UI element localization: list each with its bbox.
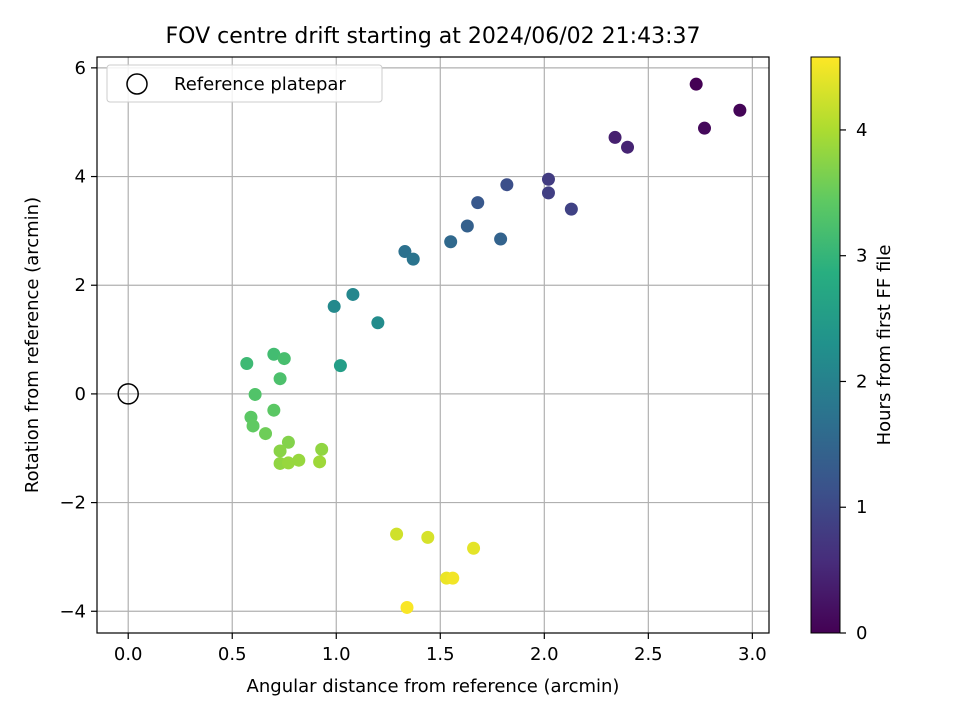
colorbar-tick-label: 0 bbox=[856, 623, 867, 644]
data-point bbox=[371, 316, 384, 329]
data-point bbox=[494, 233, 507, 246]
data-point bbox=[621, 141, 634, 154]
x-tick-label: 2.0 bbox=[530, 644, 559, 665]
data-point bbox=[328, 300, 341, 313]
data-point bbox=[278, 352, 291, 365]
x-tick-label: 2.5 bbox=[634, 644, 663, 665]
data-points bbox=[118, 78, 746, 614]
data-point bbox=[461, 219, 474, 232]
colorbar-tick-label: 3 bbox=[856, 246, 867, 267]
data-point bbox=[267, 404, 280, 417]
data-point bbox=[467, 542, 480, 555]
y-tick-label: 2 bbox=[75, 275, 86, 296]
y-tick-label: −4 bbox=[59, 601, 86, 622]
legend: Reference platepar bbox=[107, 65, 382, 102]
data-point bbox=[315, 443, 328, 456]
data-point bbox=[698, 122, 711, 135]
data-point bbox=[609, 131, 622, 144]
data-point bbox=[334, 359, 347, 372]
colorbar-tick-label: 2 bbox=[856, 371, 867, 392]
x-tick-label: 0.0 bbox=[114, 644, 143, 665]
x-tick-label: 0.5 bbox=[218, 644, 247, 665]
data-point bbox=[313, 455, 326, 468]
y-tick-label: 0 bbox=[75, 384, 86, 405]
colorbar-gradient bbox=[811, 57, 840, 633]
y-axis-ticks: −4 −2 0 2 4 6 bbox=[59, 58, 97, 622]
data-point bbox=[444, 235, 457, 248]
x-tick-label: 3.0 bbox=[738, 644, 767, 665]
data-point bbox=[500, 178, 513, 191]
data-point bbox=[292, 454, 305, 467]
data-point bbox=[542, 186, 555, 199]
legend-entry-reference-platepar: Reference platepar bbox=[174, 74, 346, 95]
colorbar-ticks: 0 1 2 3 4 bbox=[840, 120, 867, 644]
data-point bbox=[346, 288, 359, 301]
y-tick-label: 6 bbox=[75, 58, 86, 79]
data-point bbox=[471, 196, 484, 209]
grid-lines bbox=[97, 57, 769, 633]
data-point bbox=[240, 357, 253, 370]
data-point bbox=[421, 531, 434, 544]
data-point bbox=[690, 78, 703, 91]
data-point bbox=[247, 419, 260, 432]
data-point bbox=[259, 427, 272, 440]
data-point bbox=[446, 572, 459, 585]
data-point bbox=[400, 601, 413, 614]
colorbar-tick-label: 4 bbox=[856, 120, 867, 141]
y-tick-label: 4 bbox=[75, 167, 86, 188]
data-point bbox=[274, 372, 287, 385]
y-axis-label: Rotation from reference (arcmin) bbox=[22, 197, 43, 493]
data-point bbox=[565, 203, 578, 216]
data-point bbox=[249, 388, 262, 401]
drift-scatter-chart: FOV centre drift starting at 2024/06/02 … bbox=[0, 0, 960, 720]
data-point bbox=[542, 173, 555, 186]
data-point bbox=[274, 444, 287, 457]
data-point bbox=[390, 528, 403, 541]
data-point bbox=[733, 104, 746, 117]
x-tick-label: 1.0 bbox=[322, 644, 351, 665]
plot-frame bbox=[97, 57, 769, 633]
chart-title: FOV centre drift starting at 2024/06/02 … bbox=[166, 24, 701, 49]
y-tick-label: −2 bbox=[59, 493, 86, 514]
colorbar-label: Hours from first FF file bbox=[874, 245, 895, 446]
data-point bbox=[407, 253, 420, 266]
x-tick-label: 1.5 bbox=[426, 644, 455, 665]
colorbar-tick-label: 1 bbox=[856, 497, 867, 518]
x-axis-ticks: 0.0 0.5 1.0 1.5 2.0 2.5 3.0 bbox=[114, 633, 767, 665]
x-axis-label: Angular distance from reference (arcmin) bbox=[247, 676, 620, 697]
colorbar: 0 1 2 3 4 Hours from first FF file bbox=[811, 57, 895, 644]
